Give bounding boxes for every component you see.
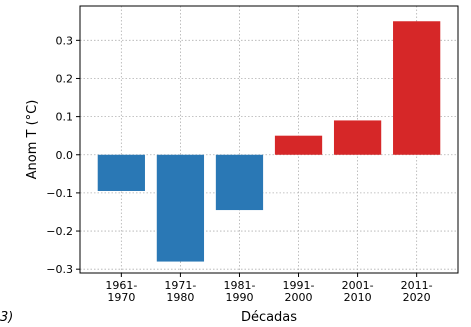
bar-1981-1990	[215, 154, 264, 211]
plot-frame	[79, 5, 459, 274]
y-tick-label: 0.0	[56, 149, 74, 162]
bar-2001-2010	[333, 120, 382, 155]
y-tick-label: −0.3	[46, 263, 73, 276]
bar-1961-1970	[97, 154, 145, 191]
y-axis-ticks: −0.3 −0.2 −0.1 0.0 0.1 0.2 0.3	[46, 34, 80, 276]
x-tick-label: 1961-	[105, 279, 137, 292]
x-tick-label: 1971-	[164, 279, 196, 292]
x-tick-label: 2000	[285, 291, 313, 304]
x-tick-label: 1981-	[223, 279, 255, 292]
x-tick-label: 2010	[344, 291, 372, 304]
figure-panel-label: 3)	[0, 310, 14, 325]
bar-1991-2000	[274, 135, 323, 155]
y-tick-label: 0.2	[56, 72, 74, 85]
y-tick-label: 0.1	[56, 111, 74, 124]
bar-2011-2020	[393, 21, 441, 155]
bar-1971-1980	[156, 154, 205, 262]
y-tick-label: −0.2	[46, 225, 73, 238]
x-tick-label: 2020	[403, 291, 431, 304]
x-tick-label: 1980	[166, 291, 194, 304]
x-tick-label: 2011-	[401, 279, 433, 292]
x-tick-label: 1991-	[283, 279, 315, 292]
x-tick-label: 1970	[107, 291, 135, 304]
x-axis-ticks: 1961-1970 1971-1980 1981-1990 1991-2000 2001…	[105, 273, 433, 304]
y-tick-label: −0.1	[46, 187, 73, 200]
x-axis-label: Décadas	[241, 310, 297, 325]
y-axis-label: Anom T (°C)	[25, 100, 40, 180]
x-tick-label: 2001-	[342, 279, 374, 292]
x-tick-label: 1990	[225, 291, 253, 304]
bars	[97, 21, 441, 262]
y-tick-label: 0.3	[56, 34, 74, 47]
